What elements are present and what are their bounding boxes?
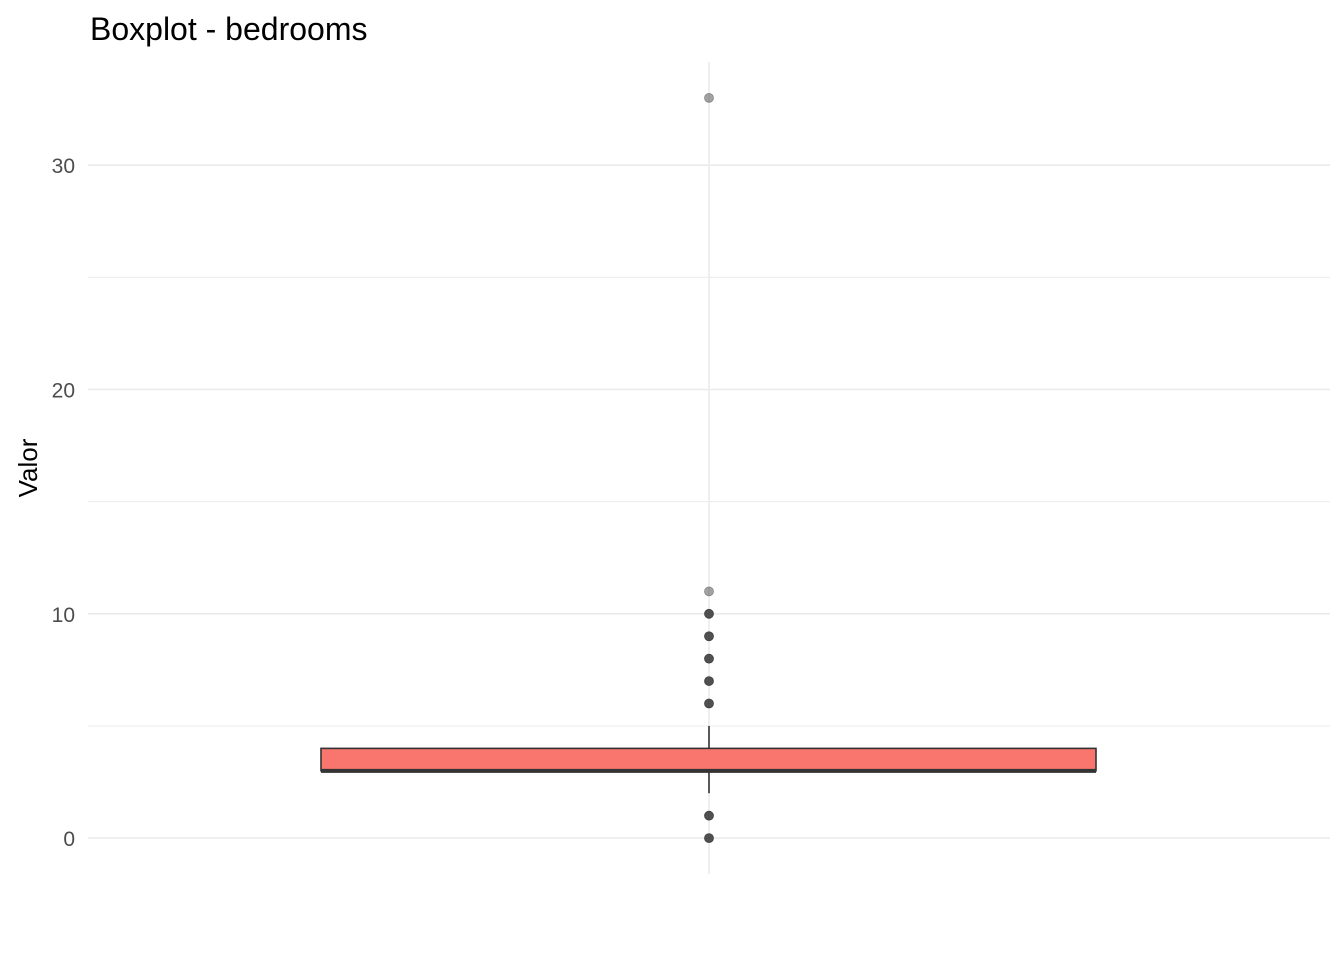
outlier-point [704, 653, 714, 664]
outlier-point [704, 608, 714, 619]
outlier-point [704, 810, 714, 821]
y-tick-label: 30 [52, 155, 75, 178]
y-tick-label: 20 [52, 379, 75, 402]
outlier-point [704, 676, 714, 686]
chart-title: Boxplot - bedrooms [90, 11, 367, 47]
outlier-point [704, 92, 714, 103]
outlier-point [704, 586, 714, 597]
y-axis-label: Valor [13, 438, 43, 497]
y-tick-label: 10 [52, 604, 75, 627]
outlier-point [704, 631, 714, 642]
box-iqr [320, 747, 1097, 772]
outlier-points [704, 92, 714, 844]
outlier-point [704, 833, 714, 844]
box-layer [320, 725, 1097, 794]
outlier-point [704, 698, 714, 709]
y-tick-labels: 0 10 20 30 [52, 155, 75, 851]
y-tick-label: 0 [63, 828, 75, 851]
